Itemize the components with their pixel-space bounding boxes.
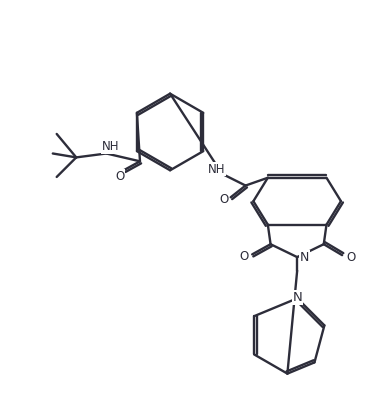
- Text: O: O: [346, 251, 355, 264]
- Text: NH: NH: [208, 163, 225, 176]
- Text: O: O: [115, 170, 124, 183]
- Text: O: O: [219, 193, 228, 206]
- Text: NH: NH: [102, 140, 119, 153]
- Text: N: N: [300, 251, 309, 264]
- Text: N: N: [292, 291, 302, 304]
- Text: O: O: [239, 250, 248, 263]
